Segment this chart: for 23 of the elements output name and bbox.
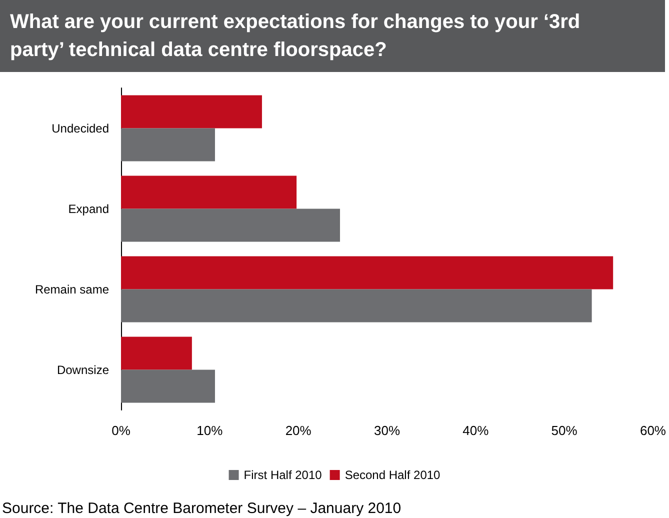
- y-tick-label: Downsize: [56, 362, 110, 377]
- bar: [121, 289, 592, 322]
- x-tick-label: 20%: [285, 423, 312, 438]
- bar: [121, 176, 297, 209]
- y-tick-label: Expand: [68, 202, 109, 216]
- x-tick-label: 10%: [196, 423, 224, 438]
- legend-label: First Half 2010: [244, 468, 322, 482]
- y-tick-label: Remain same: [34, 282, 110, 296]
- bar: [121, 128, 215, 162]
- bar: [121, 208, 340, 242]
- x-tick-label: 0%: [112, 423, 131, 438]
- legend-label: Second Half 2010: [344, 468, 441, 482]
- bar: [121, 95, 262, 128]
- y-tick-label: Undecided: [52, 121, 109, 136]
- chart-title: What are your current expectations for changes to your ‘3rd party’ technical data centre floorspace?: [10, 11, 586, 61]
- bar: [121, 336, 192, 370]
- x-tick-label: 60%: [640, 423, 666, 438]
- x-tick-label: 30%: [374, 423, 400, 438]
- bar: [121, 256, 614, 290]
- source-note: Source: The Data Centre Barometer Survey – January 2010: [2, 500, 402, 517]
- bar: [121, 370, 215, 403]
- x-tick-label: 40%: [462, 423, 490, 438]
- x-tick-label: 50%: [551, 423, 578, 438]
